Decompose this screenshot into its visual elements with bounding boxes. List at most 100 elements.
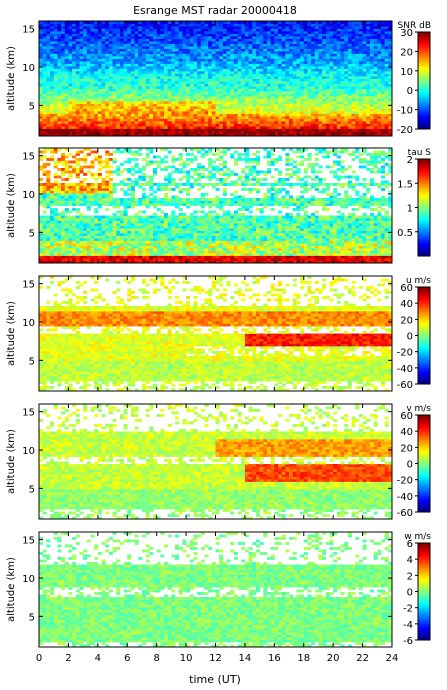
heatmap-cell xyxy=(340,21,345,24)
heatmap-cell xyxy=(244,33,249,37)
heatmap-cell xyxy=(222,43,227,47)
heatmap-cell xyxy=(68,21,73,24)
heatmap-cell xyxy=(138,76,143,79)
heatmap-cell xyxy=(68,200,73,204)
heatmap-cell xyxy=(64,223,69,226)
heatmap-cell xyxy=(369,71,375,74)
heatmap-cell xyxy=(116,36,121,39)
heatmap-cell xyxy=(75,163,80,166)
heatmap-cell xyxy=(333,133,338,137)
heatmap-cell xyxy=(145,68,150,72)
heatmap-cell xyxy=(75,58,80,62)
heatmap-cell xyxy=(259,128,264,132)
heatmap-cell xyxy=(336,113,341,117)
heatmap-cell xyxy=(252,98,257,102)
heatmap-cell xyxy=(266,128,272,132)
heatmap-cell xyxy=(108,118,113,122)
heatmap-cell xyxy=(336,73,341,77)
heatmap-cell xyxy=(281,21,286,24)
heatmap-cell xyxy=(314,123,319,127)
heatmap-cell xyxy=(72,38,77,42)
colorbar-tick-label: 10 xyxy=(400,67,413,78)
heatmap-cell xyxy=(200,36,205,39)
heatmap-cell xyxy=(189,51,194,54)
heatmap-cell xyxy=(347,116,352,119)
heatmap-cell xyxy=(178,68,183,72)
heatmap-cell xyxy=(233,133,238,137)
heatmap-cell xyxy=(42,233,47,236)
heatmap-cell xyxy=(377,126,382,129)
heatmap-cell xyxy=(336,66,341,69)
heatmap-cell xyxy=(182,83,187,87)
heatmap-cell xyxy=(53,66,58,69)
heatmap-cell xyxy=(362,21,367,24)
heatmap-cell xyxy=(68,73,73,77)
heatmap-cell xyxy=(311,76,316,79)
heatmap-cell xyxy=(369,111,375,114)
heatmap-cell xyxy=(307,88,312,92)
heatmap-cell xyxy=(318,26,323,29)
heatmap-cell xyxy=(388,101,393,104)
heatmap-cell xyxy=(274,58,279,62)
heatmap-cell xyxy=(50,148,55,151)
heatmap-cell xyxy=(130,56,136,59)
heatmap-cell xyxy=(270,26,275,29)
heatmap-cell xyxy=(75,240,80,244)
heatmap-cell xyxy=(358,21,363,24)
heatmap-cell xyxy=(289,51,294,54)
heatmap-cell xyxy=(333,41,338,44)
heatmap-cell xyxy=(108,98,113,102)
heatmap-cell xyxy=(322,96,327,99)
heatmap-cell xyxy=(325,63,330,67)
heatmap-cell xyxy=(362,51,367,54)
heatmap-cell xyxy=(86,46,91,49)
heatmap-cell xyxy=(50,36,55,39)
heatmap-cell xyxy=(237,68,242,72)
heatmap-cell xyxy=(83,178,88,181)
heatmap-cell xyxy=(83,258,88,261)
heatmap-cell xyxy=(252,113,257,117)
heatmap-cell xyxy=(134,71,139,74)
heatmap-cell xyxy=(388,63,393,67)
heatmap-cell xyxy=(182,108,187,112)
heatmap-cell xyxy=(53,233,58,236)
heatmap-cell xyxy=(314,28,319,32)
heatmap-cell xyxy=(53,250,58,254)
heatmap-cell xyxy=(134,111,139,114)
heatmap-cell xyxy=(46,26,51,29)
heatmap-cell xyxy=(42,91,47,94)
heatmap-cell xyxy=(362,111,367,114)
heatmap-cell xyxy=(75,253,80,256)
heatmap-cell xyxy=(289,46,294,49)
heatmap-cell xyxy=(61,91,66,94)
heatmap-cell xyxy=(79,258,84,261)
heatmap-cell xyxy=(380,108,386,112)
heatmap-cell xyxy=(79,78,84,82)
heatmap-cell xyxy=(72,165,77,169)
heatmap-cell xyxy=(123,36,128,39)
heatmap-cell xyxy=(358,86,363,89)
heatmap-cell xyxy=(300,78,305,82)
heatmap-cell xyxy=(362,86,367,89)
heatmap-cell xyxy=(123,91,128,94)
heatmap-cell xyxy=(219,96,224,99)
heatmap-cell xyxy=(123,31,128,34)
heatmap-cell xyxy=(86,21,91,24)
heatmap-cell xyxy=(322,131,327,134)
heatmap-cell xyxy=(57,148,62,151)
heatmap-cell xyxy=(164,133,169,137)
heatmap-cell xyxy=(171,106,176,109)
heatmap-cell xyxy=(39,258,44,261)
heatmap-cell xyxy=(123,131,128,134)
heatmap-cell xyxy=(72,223,77,226)
heatmap-cell xyxy=(145,86,150,89)
heatmap-cell xyxy=(270,68,275,72)
heatmap-cell xyxy=(384,53,389,57)
heatmap-cell xyxy=(108,108,113,112)
heatmap-cell xyxy=(79,86,84,89)
heatmap-cell xyxy=(366,88,371,92)
heatmap-cell xyxy=(68,173,73,176)
heatmap-cell xyxy=(344,21,349,24)
heatmap-cell xyxy=(141,111,147,114)
heatmap-cell xyxy=(358,51,363,54)
